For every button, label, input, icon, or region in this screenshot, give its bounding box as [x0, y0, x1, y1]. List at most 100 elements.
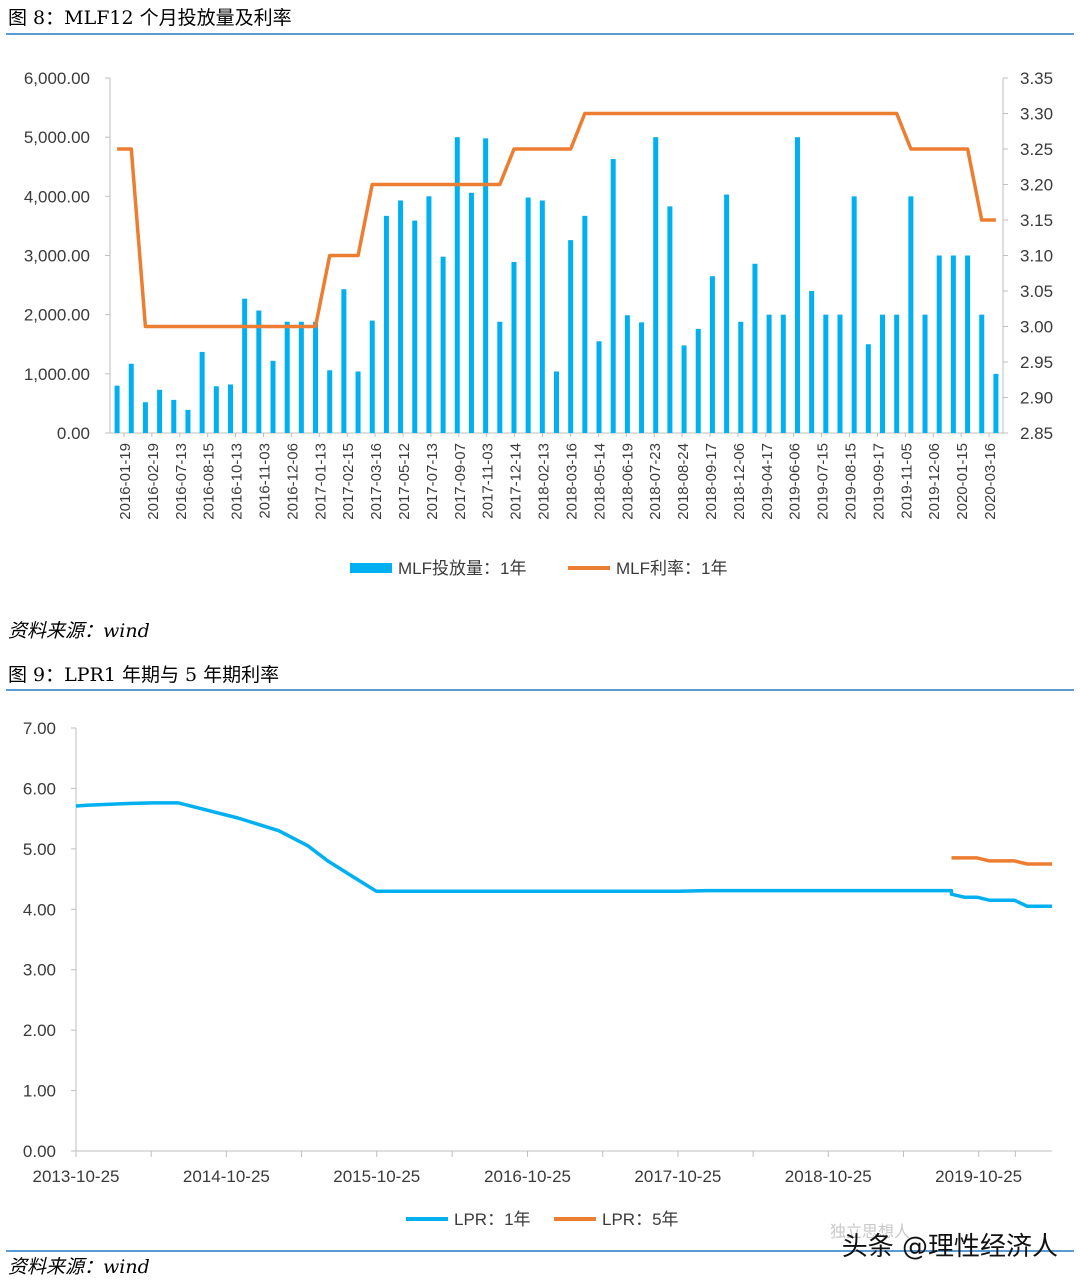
figure-9-rule [6, 689, 1074, 691]
y-tick-label: 2.00 [23, 1021, 56, 1040]
x-tick-label: 2019-06-06 [787, 443, 804, 520]
mlf-volume-bar [412, 220, 418, 433]
x-tick-label: 2018-05-14 [591, 443, 608, 520]
mlf-volume-bar [639, 322, 645, 433]
right-tick-label: 3.20 [1020, 176, 1053, 195]
right-tick-label: 2.95 [1020, 353, 1053, 372]
y-tick-label: 5.00 [23, 840, 56, 859]
mlf-volume-bar [880, 314, 886, 433]
mlf-volume-bar [993, 373, 999, 433]
mlf-volume-bar [936, 255, 942, 433]
mlf-rate-line [117, 111, 996, 329]
x-tick-label: 2016-11-03 [256, 443, 273, 519]
x-tick-label: 2017-02-15 [340, 443, 357, 520]
right-tick-label: 2.90 [1020, 389, 1053, 408]
mlf-volume-bar [780, 314, 786, 433]
mlf-volume-bar [157, 389, 163, 433]
x-tick-label: 2016-02-19 [145, 443, 162, 520]
mlf-volume-bar [667, 206, 673, 433]
x-tick-label: 2020-01-15 [954, 443, 971, 520]
x-tick-label: 2017-10-25 [634, 1167, 721, 1186]
x-tick-label: 2018-12-06 [731, 443, 748, 520]
mlf-volume-bar [355, 371, 361, 433]
lpr-1y-line [75, 801, 1052, 909]
mlf-volume-bar [837, 314, 843, 433]
right-tick-label: 3.05 [1020, 282, 1053, 301]
mlf-volume-bar [369, 320, 375, 433]
mlf-volume-bar [341, 289, 347, 433]
mlf-volume-bar [213, 386, 219, 433]
x-tick-label: 2013-10-25 [33, 1167, 120, 1186]
mlf-volume-bar [950, 255, 956, 433]
y-tick-label: 7.00 [23, 719, 56, 738]
mlf-volume-bar [114, 385, 120, 433]
x-tick-label: 2019-08-15 [843, 443, 860, 520]
mlf-volume-bar [298, 321, 304, 433]
mlf-volume-bar [383, 215, 389, 433]
mlf-volume-bar [199, 351, 205, 433]
left-tick-label: 1,000.00 [24, 365, 90, 384]
mlf-volume-bar [596, 341, 602, 433]
mlf-volume-bar [525, 197, 531, 433]
x-tick-label: 2017-07-13 [424, 443, 441, 520]
mlf-volume-bar [426, 196, 432, 433]
mlf-volume-bar [497, 321, 503, 433]
x-tick-label: 2020-03-16 [982, 443, 999, 520]
mlf-volume-bar [752, 263, 758, 433]
mlf-volume-bar [624, 315, 630, 433]
lpr-chart: 0.00 1.00 2.00 3.00 4.00 5.00 6.00 7.00 2013-10-… [23, 719, 1052, 1229]
left-tick-label: 5,000.00 [24, 128, 90, 147]
x-tick-label: 2018-08-24 [675, 443, 692, 520]
x-tick-label: 2015-10-25 [333, 1167, 420, 1186]
x-tick-label: 2016-07-13 [173, 443, 190, 520]
x-tick-label: 2017-12-14 [508, 443, 525, 520]
right-tick-label: 3.00 [1020, 318, 1053, 337]
mlf-volume-bar [256, 310, 262, 433]
x-tick-label: 2018-03-16 [563, 443, 580, 520]
x-tick-label: 2018-09-17 [703, 443, 720, 520]
y-tick-label: 1.00 [23, 1082, 56, 1101]
mlf-volume-bar [582, 215, 588, 433]
right-tick-label: 3.15 [1020, 211, 1053, 230]
right-tick-label: 3.30 [1020, 105, 1053, 124]
mlf-volume-bar [809, 291, 815, 433]
mlf-volume-bar [568, 240, 574, 433]
legend-label-lpr-5y: LPR：5年 [602, 1210, 679, 1229]
mlf-volume-bar [142, 402, 148, 433]
mlf-volume-bar [270, 360, 276, 433]
mlf-volume-bar [242, 298, 248, 433]
figure-9-source: 资料来源：wind [8, 1256, 150, 1278]
x-tick-label: 2019-04-17 [759, 443, 776, 520]
figure-8-source: 资料来源：wind [8, 620, 150, 642]
mlf-volume-bar [894, 314, 900, 433]
x-tick-label: 2016-01-19 [117, 443, 134, 520]
legend-swatch-volume [350, 563, 392, 573]
mlf-volume-bar [695, 328, 701, 433]
watermark-logo: 独立思想人 [829, 1222, 910, 1241]
left-tick-label: 6,000.00 [24, 69, 90, 88]
x-tick-label: 2016-10-25 [484, 1167, 571, 1186]
mlf-volume-bar [823, 314, 829, 433]
mlf-volume-bar [327, 370, 333, 433]
lpr-5y-line [951, 856, 1052, 866]
figure-8-rule [6, 33, 1074, 35]
right-tick-label: 3.25 [1020, 140, 1053, 159]
y-tick-label: 4.00 [23, 900, 56, 919]
x-tick-label: 2019-07-15 [815, 443, 832, 520]
mlf-volume-bar [511, 262, 517, 433]
x-tick-label: 2018-02-13 [536, 443, 553, 520]
mlf-volume-bar [794, 137, 800, 433]
mlf-volume-bar [653, 137, 659, 433]
mlf-volume-bar [766, 314, 772, 433]
x-tick-label: 2016-10-13 [229, 443, 246, 520]
x-tick-label: 2018-06-19 [619, 443, 636, 520]
mlf-volume-bar [922, 314, 928, 433]
x-tick-label: 2017-09-07 [452, 443, 469, 520]
figure-9-bottom-rule [6, 1250, 1074, 1252]
mlf-volume-bar [483, 138, 489, 433]
x-tick-label: 2016-08-15 [201, 443, 218, 520]
right-tick-label: 2.85 [1020, 424, 1053, 443]
watermark-text: 头条 @理性经济人 [841, 1232, 1058, 1262]
x-tick-label: 2019-11-05 [898, 443, 915, 519]
mlf-volume-bar [185, 409, 191, 433]
